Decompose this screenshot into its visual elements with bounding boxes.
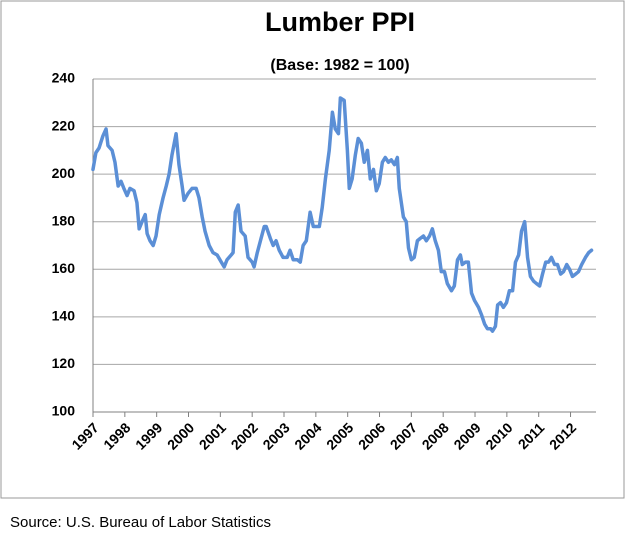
source-note: Source: U.S. Bureau of Labor Statistics <box>10 514 271 531</box>
y-tick-label: 100 <box>52 403 76 419</box>
x-tick-label: 2005 <box>323 419 356 452</box>
x-tick-label: 2001 <box>196 419 229 452</box>
y-tick-label: 200 <box>52 165 76 181</box>
x-tick-label: 2012 <box>546 419 579 452</box>
x-tick-label: 2011 <box>515 419 548 452</box>
chart-title: Lumber PPI <box>265 7 415 37</box>
y-tick-label: 140 <box>52 308 76 324</box>
y-tick-label: 220 <box>52 117 76 133</box>
y-tick-label: 240 <box>52 70 76 86</box>
x-tick-label: 2007 <box>387 419 420 452</box>
x-tick-label: 2008 <box>419 419 452 452</box>
x-tick-label: 2009 <box>450 419 483 452</box>
x-tick-label: 2004 <box>291 419 324 452</box>
y-tick-label: 180 <box>52 212 76 228</box>
x-tick-label: 1997 <box>68 419 101 452</box>
chart-frame <box>0 0 625 499</box>
x-tick-label: 1998 <box>100 419 133 452</box>
chart-subtitle: (Base: 1982 = 100) <box>270 57 409 74</box>
y-tick-label: 120 <box>52 355 76 371</box>
y-tick-label: 160 <box>52 260 76 276</box>
x-tick-label: 2010 <box>482 419 515 452</box>
x-tick-label: 1999 <box>132 419 165 452</box>
x-tick-label: 2003 <box>259 419 292 452</box>
data-line <box>91 96 594 333</box>
x-tick-label: 2002 <box>228 419 261 452</box>
x-tick-label: 2000 <box>164 419 197 452</box>
x-tick-label: 2006 <box>355 419 388 452</box>
